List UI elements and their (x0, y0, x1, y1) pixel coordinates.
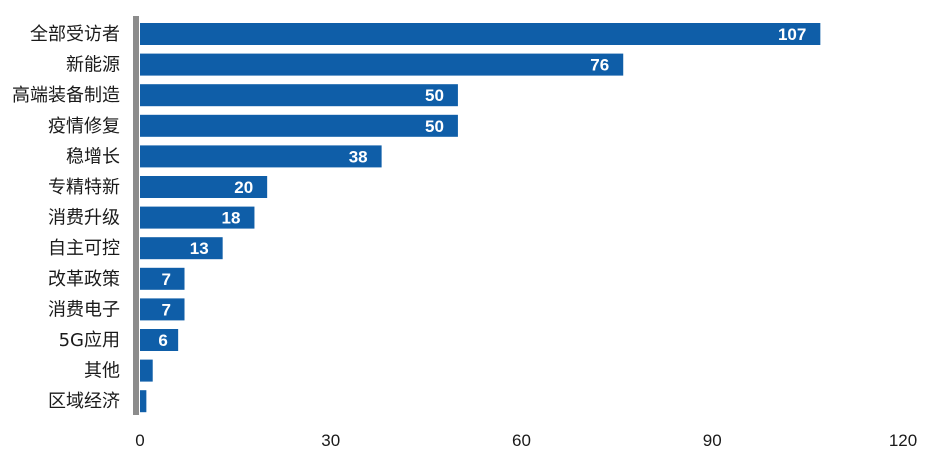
bars-group (140, 23, 821, 413)
category-label-0: 全部受访者 (30, 24, 120, 45)
x-tick-label-3: 90 (703, 431, 722, 450)
data-label-4: 38 (349, 147, 368, 166)
category-label-2: 高端装备制造 (12, 85, 120, 106)
category-label-8: 改革政策 (48, 269, 120, 290)
data-label-0: 107 (778, 25, 806, 44)
data-label-2: 50 (425, 86, 444, 105)
category-label-11: 其他 (84, 361, 120, 382)
category-label-3: 疫情修复 (48, 116, 120, 137)
bar-2 (140, 84, 458, 107)
x-tick-label-0: 0 (135, 431, 144, 450)
bar-0 (140, 23, 821, 45)
category-label-5: 专精特新 (48, 177, 120, 198)
bar-7 (140, 237, 223, 260)
bar-1 (140, 53, 624, 76)
x-tick-label-4: 120 (889, 431, 917, 450)
data-label-6: 18 (222, 209, 241, 228)
bar-12 (140, 390, 147, 413)
y-axis-line (133, 16, 139, 415)
x-tick-label-2: 60 (512, 431, 531, 450)
category-labels-group: 全部受访者新能源高端装备制造疫情修复稳增长专精特新消费升级自主可控改革政策消费电… (12, 24, 120, 412)
data-label-5: 20 (234, 178, 253, 197)
category-label-7: 自主可控 (48, 238, 120, 259)
data-label-10: 6 (158, 331, 167, 350)
bar-5 (140, 176, 268, 198)
bar-9 (140, 298, 185, 321)
bar-8 (140, 267, 185, 290)
bar-10 (140, 329, 179, 351)
data-label-1: 76 (590, 56, 609, 75)
category-label-12: 区域经济 (48, 391, 120, 412)
category-label-9: 消费电子 (48, 299, 120, 320)
bar-3 (140, 114, 458, 137)
data-label-7: 13 (190, 239, 209, 258)
category-label-10: 5G应用 (59, 330, 120, 351)
category-label-4: 稳增长 (66, 146, 120, 167)
bar-6 (140, 206, 255, 229)
x-tick-labels-group: 0 30 60 90 120 (135, 431, 917, 450)
category-label-1: 新能源 (66, 55, 120, 76)
category-label-6: 消费升级 (48, 208, 120, 229)
data-label-3: 50 (425, 117, 444, 136)
data-label-8: 7 (162, 270, 171, 289)
bar-11 (140, 359, 153, 382)
bar-4 (140, 145, 382, 168)
x-tick-label-1: 30 (321, 431, 340, 450)
data-label-9: 7 (162, 300, 171, 319)
